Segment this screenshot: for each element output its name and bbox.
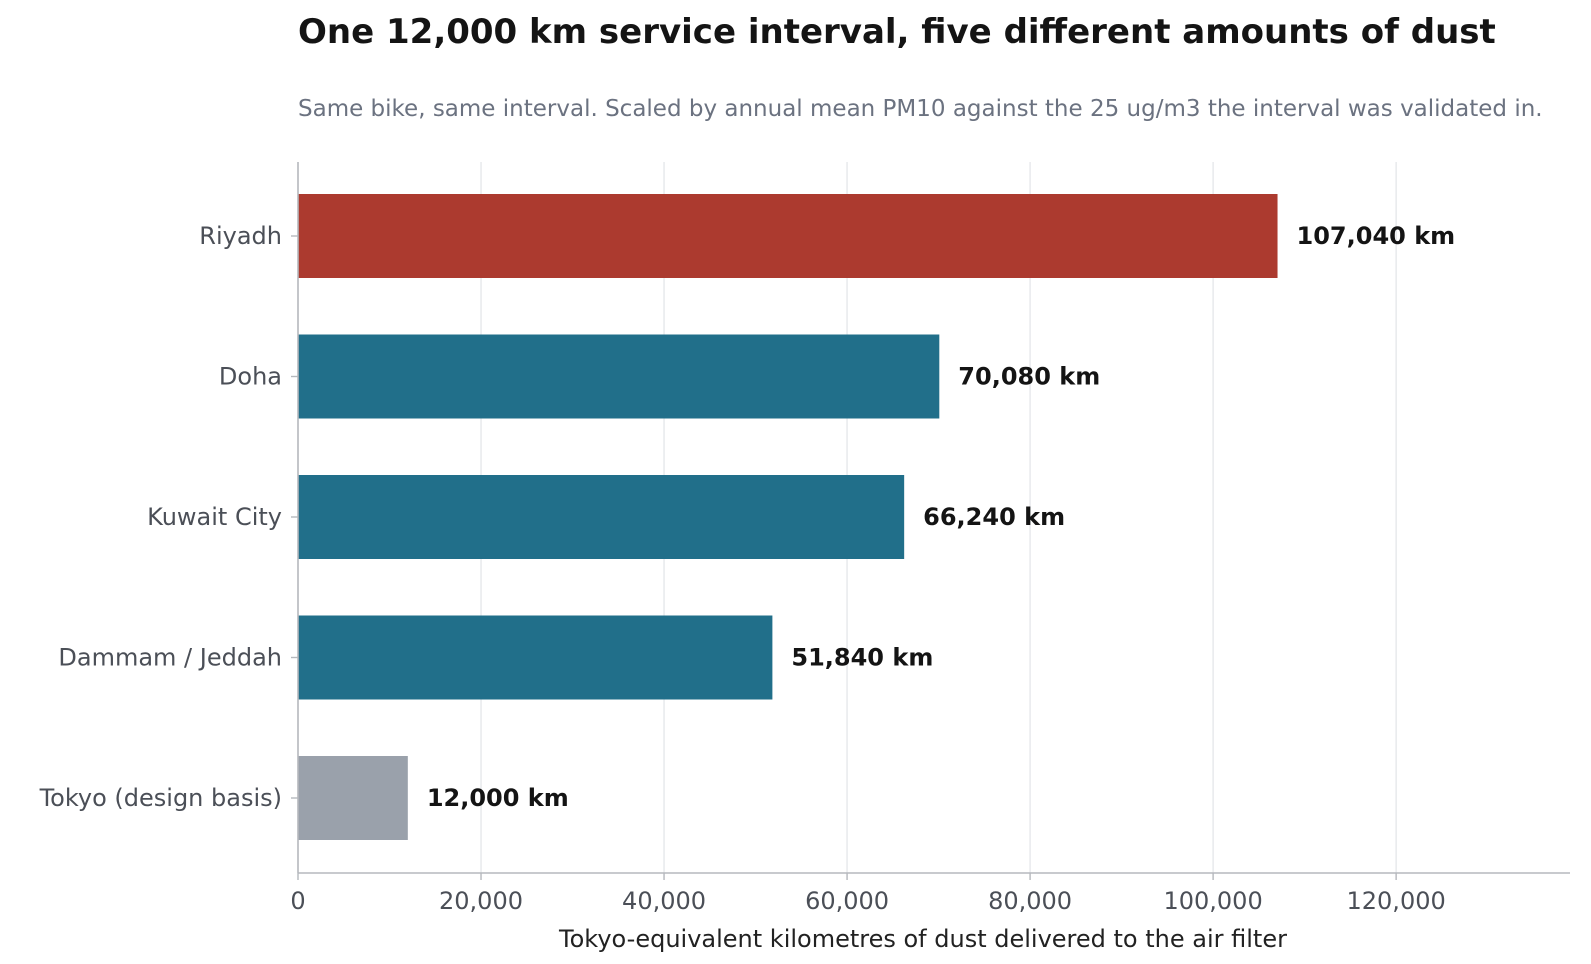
labels: 0 20,000 40,000 60,000 80,000 100,000 120,000 R… xyxy=(39,222,1456,915)
category-label: Doha xyxy=(219,363,282,391)
bar xyxy=(298,475,905,559)
value-label: 66,240 km xyxy=(923,503,1065,531)
bar xyxy=(298,334,940,419)
x-tick-label: 60,000 xyxy=(805,887,889,915)
value-label: 51,840 km xyxy=(791,644,933,672)
axes xyxy=(291,162,1570,880)
bar xyxy=(298,756,408,840)
category-label: Kuwait City xyxy=(147,503,282,531)
bars xyxy=(298,194,1278,840)
bar xyxy=(298,615,773,700)
x-tick-label: 0 xyxy=(290,887,305,915)
value-label: 70,080 km xyxy=(958,363,1100,391)
category-label: Dammam / Jeddah xyxy=(58,644,282,672)
category-label: Tokyo (design basis) xyxy=(39,784,282,812)
x-tick-label: 20,000 xyxy=(439,887,523,915)
chart-title: One 12,000 km service interval, five dif… xyxy=(298,12,1496,52)
chart-subtitle: Same bike, same interval. Scaled by annu… xyxy=(298,96,1543,122)
x-tick-label: 80,000 xyxy=(988,887,1072,915)
x-tick-label: 100,000 xyxy=(1163,887,1262,915)
category-label: Riyadh xyxy=(199,222,282,250)
value-label: 107,040 km xyxy=(1297,222,1456,250)
x-axis-title: Tokyo-equivalent kilometres of dust deli… xyxy=(558,925,1287,953)
bar xyxy=(298,194,1278,278)
x-tick-label: 40,000 xyxy=(622,887,706,915)
value-label: 12,000 km xyxy=(427,784,569,812)
x-tick-label: 120,000 xyxy=(1347,887,1446,915)
